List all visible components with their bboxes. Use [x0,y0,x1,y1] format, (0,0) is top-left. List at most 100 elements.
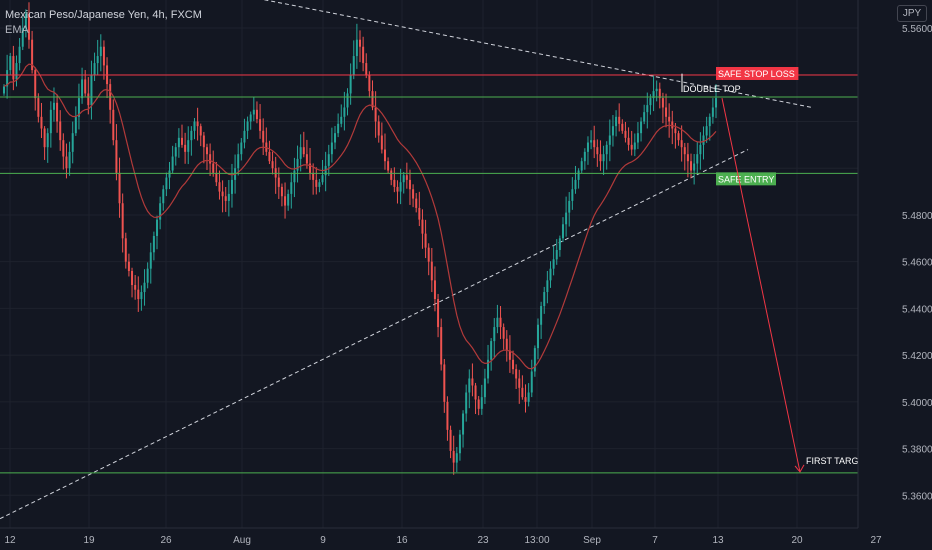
candle [471,363,474,397]
candle [162,185,165,211]
price-scale-bg [858,0,932,550]
candle [324,151,327,192]
candle-body [218,182,221,192]
candle [49,101,52,148]
candle-body [202,135,205,148]
candle-body [546,280,549,293]
candle [102,40,105,80]
upper-downtrend-line [263,0,813,108]
candle-body [205,147,208,155]
candle [665,93,668,128]
candle [346,88,349,116]
candle [327,144,330,176]
candle-body [599,154,602,162]
candle [77,83,80,130]
candle [655,80,658,102]
candle-body [77,98,80,117]
candle-body [165,177,168,190]
candle [152,231,155,261]
x-tick-label: 13:00 [524,535,549,546]
candle [187,126,190,165]
candle-body [396,186,399,192]
x-tick-label: 16 [396,535,408,546]
candle-body [368,74,371,92]
candle-body [284,196,287,206]
candle-body [312,172,315,180]
candle [87,77,90,115]
candle-body [624,130,627,138]
candle [284,182,287,219]
candle-body [627,137,630,145]
grid-layer [0,0,877,528]
candle-body [134,285,137,290]
candle [568,192,571,227]
candle-body [9,56,12,71]
candle [502,323,505,350]
candle-body [521,387,524,398]
candle [109,78,112,124]
x-tick-label: 19 [83,535,95,546]
candle [599,140,602,171]
currency-badge[interactable]: JPY [897,5,927,22]
candle-body [334,133,337,143]
candle-body [640,121,643,134]
candle-body [174,147,177,157]
candle-body [474,385,477,400]
candle [405,162,408,189]
candle-body [561,224,564,239]
candle-body [315,179,318,187]
candle-body [209,154,212,164]
candle-body [515,369,518,379]
candle-body [255,109,258,120]
candle-body [349,74,352,94]
candle-body [46,133,49,148]
candle-body [602,154,605,162]
y-tick-label: 5.4600 [902,258,932,269]
candle [365,53,368,79]
candle [418,191,421,227]
candle [558,235,561,257]
candle [421,209,424,249]
candle-body [380,135,383,150]
candle [43,126,46,160]
candle-body [630,144,633,150]
candle [27,2,30,49]
candle-body [452,450,455,463]
candle-body [71,133,74,152]
candle-body [477,399,480,409]
candle [496,304,499,334]
candle [202,131,205,164]
candle-body [37,98,40,117]
candle-body [449,429,452,451]
candle [268,140,271,165]
candle [427,243,430,276]
candle [237,143,240,176]
candle-body [21,28,24,47]
candle [565,196,568,237]
candle [62,133,65,170]
candle-body [387,161,390,171]
candle [312,163,315,195]
candle-body [533,348,536,372]
safe-stop-loss-text-box [716,66,799,80]
candle [593,125,596,159]
candle-body [102,46,105,66]
candle [652,75,655,112]
candle-body [446,401,449,430]
candle [71,121,74,164]
candle [205,143,208,171]
candle [6,54,9,99]
candle-body [196,121,199,127]
candle [65,143,68,179]
candle [465,384,468,422]
candle-body [93,63,96,75]
candle [249,111,252,130]
y-tick-label: 5.4400 [902,304,932,315]
safe-entry-text-box [716,172,776,186]
candle [337,113,340,138]
candle-body [571,189,574,201]
candle [21,16,24,51]
candle-body [296,158,299,171]
